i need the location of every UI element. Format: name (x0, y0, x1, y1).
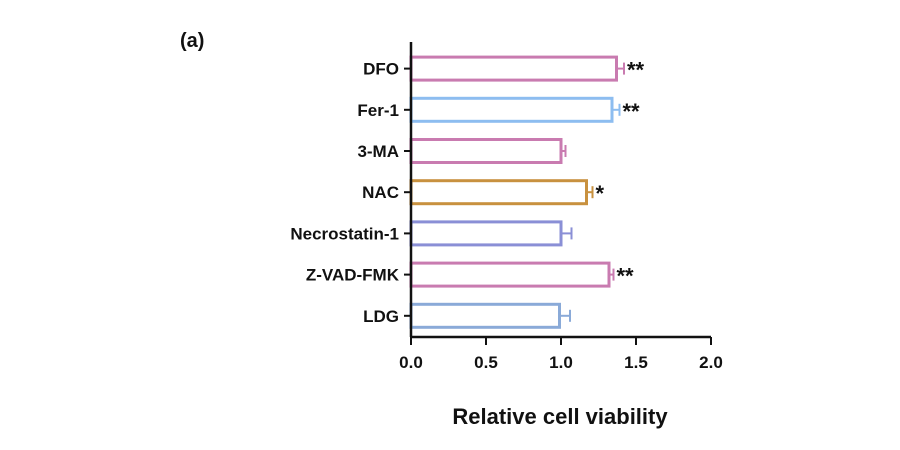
x-tick-label-5: 2.0 (699, 353, 723, 372)
bar-6 (409, 261, 611, 288)
x-tick-label-3: 1.0 (549, 353, 573, 372)
bar-4 (409, 179, 588, 206)
bar-6-significance: ** (617, 264, 635, 289)
category-label-1: DFO (363, 60, 399, 79)
bar-2 (409, 96, 614, 123)
x-axis-label: Relative cell viability (452, 404, 668, 429)
category-label-4: NAC (362, 183, 399, 202)
bar-1 (409, 55, 618, 82)
bar-1-significance: ** (627, 58, 645, 83)
bar-4-significance: * (596, 181, 605, 206)
category-label-7: LDG (363, 307, 399, 326)
x-tick-label-1: 0.0 (399, 353, 423, 372)
bar-3 (409, 138, 563, 164)
bar-5 (409, 220, 563, 247)
category-label-6: Z-VAD-FMK (306, 266, 400, 285)
category-label-5: Necrostatin-1 (290, 224, 399, 243)
x-tick-label-4: 1.5 (624, 353, 648, 372)
x-tick-label-2: 0.5 (474, 353, 498, 372)
category-label-3: 3-MA (357, 142, 399, 161)
bars-group: ******* (409, 55, 645, 329)
bar-2-significance: ** (623, 99, 641, 124)
bar-7 (409, 302, 561, 329)
axes-group: DFO Fer-1 3-MA NAC Necrostatin-1 Z-VAD-FMK LDG… (290, 42, 723, 372)
category-label-2: Fer-1 (357, 101, 399, 120)
panel-label: (a) (180, 30, 204, 52)
